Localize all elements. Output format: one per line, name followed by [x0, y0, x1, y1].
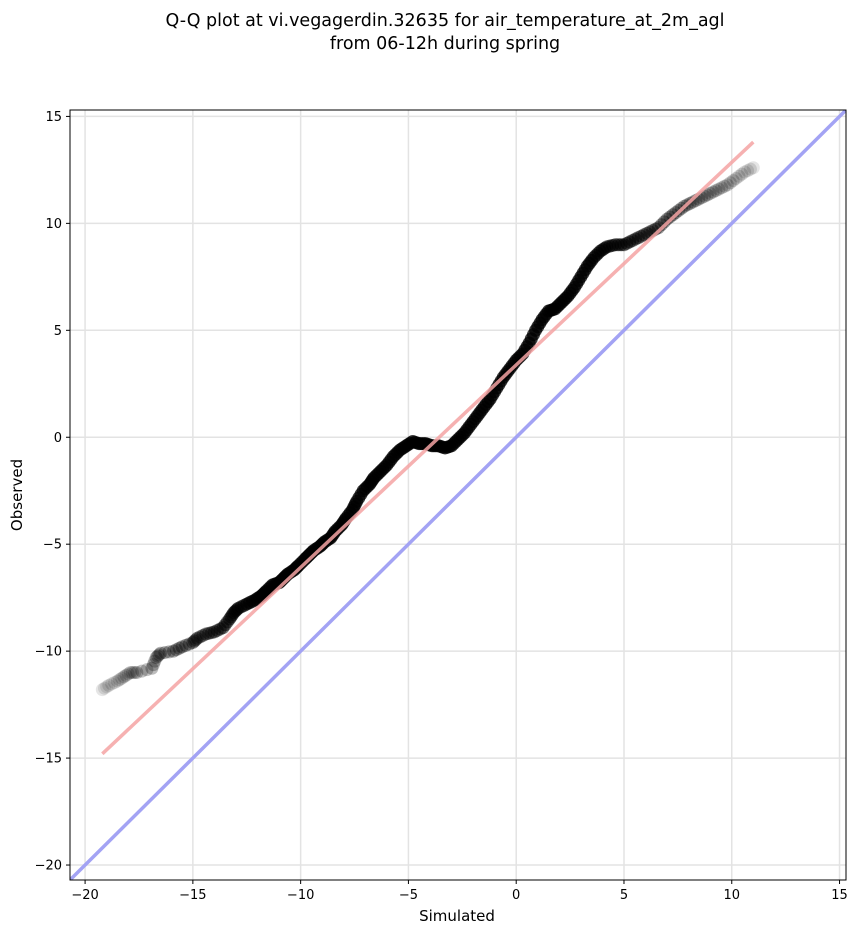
y-tick-label: 10: [45, 217, 62, 232]
quantile-point: [119, 668, 133, 682]
quantile-point: [110, 674, 124, 688]
quantile-point: [700, 188, 714, 202]
quantile-point: [113, 673, 127, 687]
quantile-point: [100, 680, 114, 694]
fit-line: [101, 140, 755, 756]
quantile-point: [115, 671, 129, 685]
quantile-point: [187, 634, 201, 648]
quantile-point: [121, 667, 135, 681]
quantile-point: [657, 215, 671, 229]
x-tick-label: −20: [71, 888, 98, 903]
quantile-point: [729, 171, 743, 185]
quantile-point: [130, 666, 144, 680]
quantile-point: [709, 184, 723, 198]
quantile-point: [175, 640, 189, 654]
plot-area: [70, 110, 846, 880]
plot-frame: [69, 109, 847, 881]
quantile-point: [158, 646, 172, 660]
quantile-point: [146, 658, 160, 672]
quantile-point: [108, 676, 122, 690]
y-tick-label: 15: [45, 110, 62, 125]
quantile-point: [166, 644, 180, 658]
quantile-point: [102, 678, 116, 692]
x-tick-label: 5: [620, 888, 628, 903]
quantile-point: [182, 637, 196, 651]
quantile-point: [666, 208, 680, 222]
quantile-point: [746, 161, 760, 175]
quantile-point: [126, 666, 140, 680]
quantile-point: [715, 181, 729, 195]
quantile-point: [626, 233, 640, 247]
quantile-point: [743, 162, 757, 176]
quantile-point: [703, 186, 717, 200]
quantile-point: [706, 185, 720, 199]
quantile-point: [189, 633, 203, 647]
y-axis-label: Observed: [8, 459, 26, 531]
quantile-point: [199, 627, 213, 641]
quantile-point: [169, 643, 183, 657]
quantile-point: [179, 638, 193, 652]
quantile-point: [738, 165, 752, 179]
quantile-point: [732, 169, 746, 183]
quantile-point: [117, 670, 131, 684]
quantile-point: [726, 174, 740, 188]
x-tick-label: −10: [287, 888, 314, 903]
quantile-point: [654, 218, 668, 232]
quantile-point: [135, 664, 149, 678]
quantile-point: [152, 648, 166, 662]
quantile-point: [718, 179, 732, 193]
quantile-point: [145, 661, 159, 675]
x-tick-label: −15: [179, 888, 206, 903]
quantile-point: [151, 649, 165, 663]
quantile-point: [623, 235, 637, 249]
quantile-point: [196, 628, 210, 642]
x-tick-label: 10: [723, 888, 740, 903]
y-tick-label: 5: [54, 324, 62, 339]
quantile-point: [154, 646, 168, 660]
quantile-point: [631, 231, 645, 245]
quantile-point: [735, 167, 749, 181]
chart-title-line-2: from 06-12h during spring: [330, 34, 560, 54]
quantile-point: [741, 164, 755, 178]
y-tick-label: −20: [35, 859, 62, 874]
quantile-point: [172, 641, 186, 655]
quantile-point: [634, 229, 648, 243]
plot-series: [70, 110, 846, 880]
quantile-point: [202, 626, 216, 640]
quantile-point: [186, 636, 200, 650]
quantile-point: [149, 651, 163, 665]
quantile-point: [663, 210, 677, 224]
quantile-point: [95, 683, 109, 697]
quantile-point: [712, 182, 726, 196]
chart-title-line-1: Q-Q plot at vi.vegagerdin.32635 for air_…: [165, 11, 724, 31]
quantile-point: [162, 645, 176, 659]
quantile-point: [686, 195, 700, 209]
quantile-point: [190, 631, 204, 645]
y-tick-label: −15: [35, 752, 62, 767]
quantile-point: [140, 663, 154, 677]
axis-ticks: −20 −15 −10 −5 0 5 10 15 −20 −15 −10 −5 0 5 10 15: [35, 110, 848, 903]
quantile-point: [720, 178, 734, 192]
x-axis-label: Simulated: [419, 907, 495, 925]
x-tick-label: −5: [399, 888, 418, 903]
quantile-point: [205, 626, 219, 640]
quantile-point: [723, 176, 737, 190]
quantile-point: [637, 228, 651, 242]
quantile-point: [97, 681, 111, 695]
quantile-point: [123, 666, 137, 680]
quantile-point: [148, 654, 162, 668]
quantile-point: [105, 677, 119, 691]
y-tick-label: −10: [35, 645, 62, 660]
identity-line: [70, 110, 846, 880]
quantile-point: [651, 221, 665, 235]
x-tick-label: 0: [512, 888, 520, 903]
quantile-point: [193, 630, 207, 644]
x-tick-label: 15: [831, 888, 848, 903]
quantile-point: [628, 232, 642, 246]
quantile-point: [128, 666, 142, 680]
y-tick-label: −5: [43, 538, 62, 553]
y-tick-label: 0: [54, 431, 62, 446]
